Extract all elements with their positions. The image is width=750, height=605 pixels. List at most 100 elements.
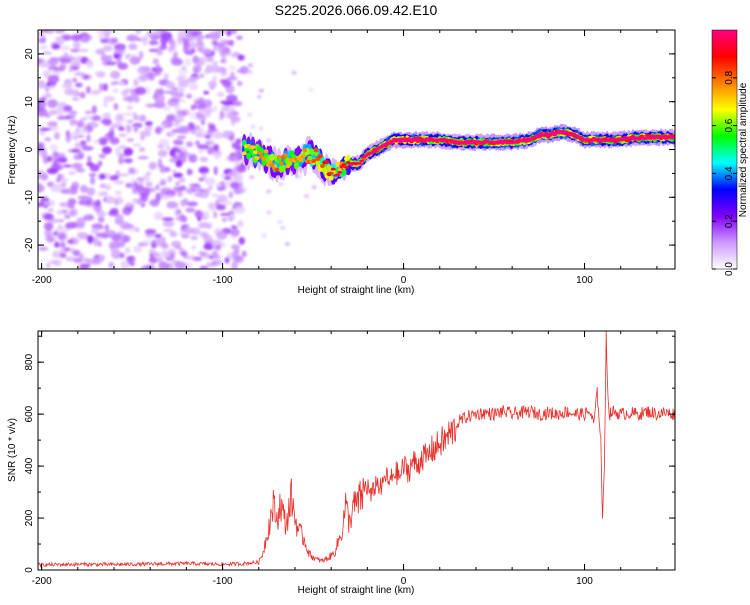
noise-blob	[182, 41, 190, 49]
noise-blob	[47, 208, 54, 212]
noise-blob	[228, 191, 234, 199]
noise-blob	[144, 228, 157, 235]
noise-blob	[175, 159, 183, 168]
noise-blob	[40, 150, 48, 158]
spectrogram-ytick-label: 20	[24, 48, 35, 60]
noise-blob	[186, 168, 193, 176]
noise-blob	[46, 167, 59, 175]
noise-blob	[176, 135, 187, 139]
noise-blob	[230, 225, 238, 229]
noise-blob	[164, 190, 176, 196]
noise-blob	[38, 184, 45, 193]
noise-blob	[143, 187, 151, 194]
noise-blob	[148, 40, 159, 46]
noise-blob	[47, 74, 60, 84]
noise-blob	[188, 41, 197, 49]
noise-blob	[199, 265, 209, 269]
noise-blob	[98, 82, 104, 92]
noise-blob	[50, 84, 56, 90]
noise-blob	[172, 94, 178, 99]
noise-blob	[84, 115, 94, 120]
noise-blob	[95, 70, 106, 78]
noise-blob	[62, 164, 73, 168]
ridge-segment	[346, 155, 351, 160]
noise-blob	[170, 56, 179, 65]
noise-blob	[190, 236, 199, 240]
ridge-segment	[439, 137, 445, 141]
ridge-segment	[302, 148, 308, 153]
spectrogram-ytick-label: -20	[24, 237, 35, 252]
noise-blob	[230, 181, 240, 190]
noise-blob	[48, 59, 54, 63]
noise-blob	[98, 33, 108, 40]
noise-blob	[217, 151, 223, 155]
noise-blob	[118, 173, 130, 177]
noise-blob	[258, 88, 264, 93]
noise-blob	[148, 48, 159, 53]
noise-blob	[238, 237, 245, 245]
noise-blob	[234, 205, 246, 214]
noise-blob	[204, 188, 210, 195]
noise-blob	[175, 181, 180, 186]
noise-blob	[88, 173, 97, 177]
noise-blob	[120, 260, 130, 269]
noise-blob	[214, 199, 220, 208]
noise-blob	[64, 87, 73, 96]
noise-blob	[211, 250, 219, 259]
noise-blob	[83, 214, 95, 221]
spectrogram-xlabel: Height of straight line (km)	[298, 285, 415, 296]
noise-blob	[55, 179, 61, 183]
noise-blob	[188, 83, 199, 91]
noise-blob	[231, 142, 239, 149]
noise-blob	[114, 43, 126, 51]
snr-ytick-label: 0	[24, 567, 35, 573]
noise-blob	[176, 110, 188, 117]
ridge-segment	[241, 151, 247, 156]
ridge-segment	[535, 135, 540, 139]
noise-blob	[98, 153, 107, 159]
ridge-segment	[574, 134, 579, 137]
ridge-segment	[337, 171, 343, 174]
noise-blob	[172, 186, 180, 193]
noise-blob	[165, 114, 176, 122]
noise-blob	[123, 95, 136, 102]
noise-blob	[142, 38, 148, 46]
noise-blob	[95, 48, 105, 55]
noise-blob	[177, 76, 185, 83]
noise-blob	[107, 37, 118, 45]
noise-blob	[42, 173, 49, 181]
noise-blob	[56, 209, 63, 216]
noise-blob	[204, 99, 212, 108]
noise-blob	[54, 30, 66, 34]
noise-blob	[49, 69, 59, 73]
ridge-segment	[326, 164, 332, 172]
noise-blob	[71, 97, 80, 101]
noise-blob	[86, 235, 94, 243]
noise-blob	[227, 39, 234, 47]
noise-blob	[118, 126, 125, 131]
noise-blob	[69, 210, 76, 216]
noise-blob	[102, 45, 113, 52]
noise-blob	[43, 201, 49, 205]
ridge-segment	[265, 162, 271, 167]
noise-blob	[261, 233, 267, 238]
noise-blob	[227, 172, 237, 177]
ridge-segment	[270, 153, 275, 161]
noise-blob	[137, 74, 148, 82]
noise-blob	[86, 134, 91, 143]
noise-blob	[160, 188, 165, 197]
noise-blob	[160, 178, 167, 186]
snr-ticks: -200 -100 0 100 0 200 400 600 800	[24, 331, 675, 587]
noise-blob	[76, 91, 81, 97]
noise-blob	[112, 88, 119, 93]
noise-blob	[206, 146, 214, 155]
spectrogram-ytick-label: 10	[24, 96, 35, 108]
spectrogram-ytick-label: 0	[24, 146, 35, 152]
noise-blob	[191, 245, 196, 250]
noise-blob	[43, 213, 54, 221]
noise-blob	[161, 123, 167, 128]
noise-blob	[123, 158, 133, 164]
noise-blob	[230, 116, 241, 123]
ridge-segment	[671, 136, 675, 140]
